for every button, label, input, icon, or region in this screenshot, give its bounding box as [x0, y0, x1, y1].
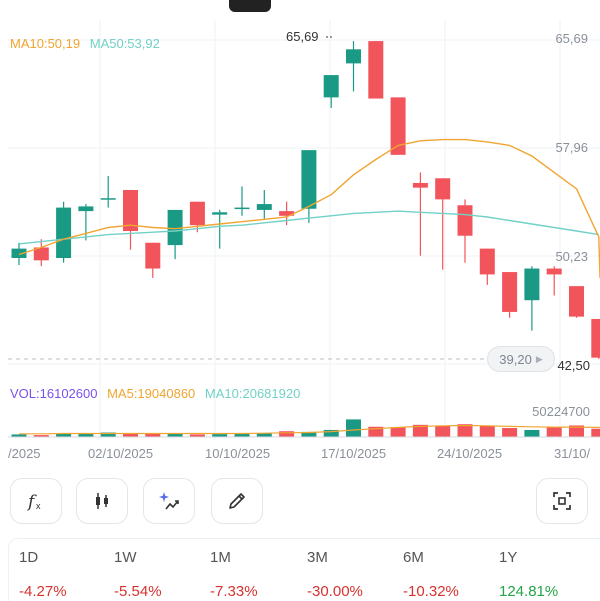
- scan-icon: [550, 489, 574, 513]
- fullscreen-button[interactable]: [536, 478, 588, 524]
- high-annotation: 65,69: [286, 29, 319, 44]
- candle-body: [502, 272, 517, 312]
- volume-bars: [8, 419, 600, 437]
- candle-body: [547, 269, 562, 275]
- fx-icon: f x: [24, 489, 48, 513]
- performance-table: 1D -4.27% 1W -5.54% 1M -7.33% 3M -30.00%…: [8, 538, 600, 601]
- perf-1d[interactable]: 1D -4.27%: [19, 539, 115, 601]
- perf-3m[interactable]: 3M -30.00%: [307, 539, 403, 601]
- candle-body: [368, 41, 383, 98]
- x-axis-label: 24/10/2025: [437, 446, 502, 461]
- x-axis-label: 17/10/2025: [321, 446, 386, 461]
- play-arrow-icon: ▶: [536, 354, 543, 365]
- x-axis-label: 10/10/2025: [205, 446, 270, 461]
- candle-body: [591, 319, 600, 358]
- price-label-low: 42,50: [557, 358, 590, 373]
- candle-body: [145, 243, 160, 269]
- candle-body: [78, 206, 93, 211]
- perf-value: -5.54%: [114, 583, 162, 600]
- x-axis-labels: /2025 02/10/2025 10/10/2025 17/10/2025 24/10…: [8, 446, 591, 461]
- volume-bar: [346, 419, 361, 437]
- draw-button[interactable]: [211, 478, 263, 524]
- ma10-legend: MA10:50,19: [10, 36, 80, 51]
- volume-bar: [502, 428, 517, 437]
- candle-body: [56, 208, 71, 258]
- candle-body: [569, 286, 584, 316]
- price-label-3: 50,23: [555, 249, 588, 264]
- volume-bar: [279, 431, 294, 437]
- sparkle-chart-icon: [157, 489, 181, 513]
- perf-label: 1M: [210, 549, 231, 566]
- candle-body: [190, 202, 205, 225]
- perf-1y[interactable]: 1Y 124.81%: [499, 539, 595, 601]
- perf-value: -7.33%: [210, 583, 258, 600]
- current-price-badge[interactable]: 39,20 ▶: [487, 346, 555, 372]
- ma50-legend: MA50:53,92: [90, 36, 160, 51]
- candle-type-button[interactable]: [76, 478, 128, 524]
- candle-body: [346, 49, 361, 63]
- perf-value: -10.32%: [403, 583, 459, 600]
- perf-label: 1Y: [499, 549, 517, 566]
- perf-1w[interactable]: 1W -5.54%: [114, 539, 210, 601]
- x-axis-label: /2025: [8, 446, 41, 461]
- volume-bar: [391, 427, 406, 437]
- svg-text:x: x: [36, 501, 41, 511]
- volume-bar: [524, 430, 539, 437]
- candle-body: [324, 75, 339, 97]
- perf-value: -30.00%: [307, 583, 363, 600]
- volume-ma5-legend: MA5:19040860: [107, 386, 195, 401]
- candle-body: [101, 198, 116, 200]
- perf-value: 124.81%: [499, 583, 558, 600]
- pencil-icon: [225, 489, 249, 513]
- candle-body: [212, 212, 227, 214]
- candle-body: [413, 183, 428, 188]
- price-label-2: 57,96: [555, 140, 588, 155]
- volume-bar: [435, 425, 450, 437]
- perf-6m[interactable]: 6M -10.32%: [403, 539, 499, 601]
- volume-legend: VOL:16102600: [10, 386, 97, 401]
- candlestick-icon: [90, 489, 114, 513]
- candle-body: [257, 204, 272, 210]
- perf-value: -4.27%: [19, 583, 67, 600]
- candle-body: [301, 150, 316, 209]
- perf-label: 6M: [403, 549, 424, 566]
- volume-bar: [480, 425, 495, 437]
- current-price-value: 39,20: [499, 352, 532, 367]
- volume-ma10-legend: MA10:20681920: [205, 386, 300, 401]
- perf-1m[interactable]: 1M -7.33%: [210, 539, 306, 601]
- perf-label: 3M: [307, 549, 328, 566]
- ai-button[interactable]: [143, 478, 195, 524]
- x-axis-label: 02/10/2025: [88, 446, 153, 461]
- x-axis-label: 31/10/: [554, 446, 591, 461]
- volume-max-label: 50224700: [532, 404, 590, 419]
- candle-body: [235, 208, 250, 210]
- candle-body: [458, 205, 473, 235]
- price-label-high: 65,69: [555, 31, 588, 46]
- candle-body: [435, 178, 450, 199]
- candle-body: [480, 249, 495, 275]
- volume-bar: [591, 429, 600, 437]
- candle-body: [524, 269, 539, 301]
- volume-bar: [547, 427, 562, 437]
- formula-button[interactable]: f x: [10, 478, 62, 524]
- chart-toolbar: f x: [0, 478, 600, 528]
- perf-label: 1D: [19, 549, 38, 566]
- perf-label: 1W: [114, 549, 137, 566]
